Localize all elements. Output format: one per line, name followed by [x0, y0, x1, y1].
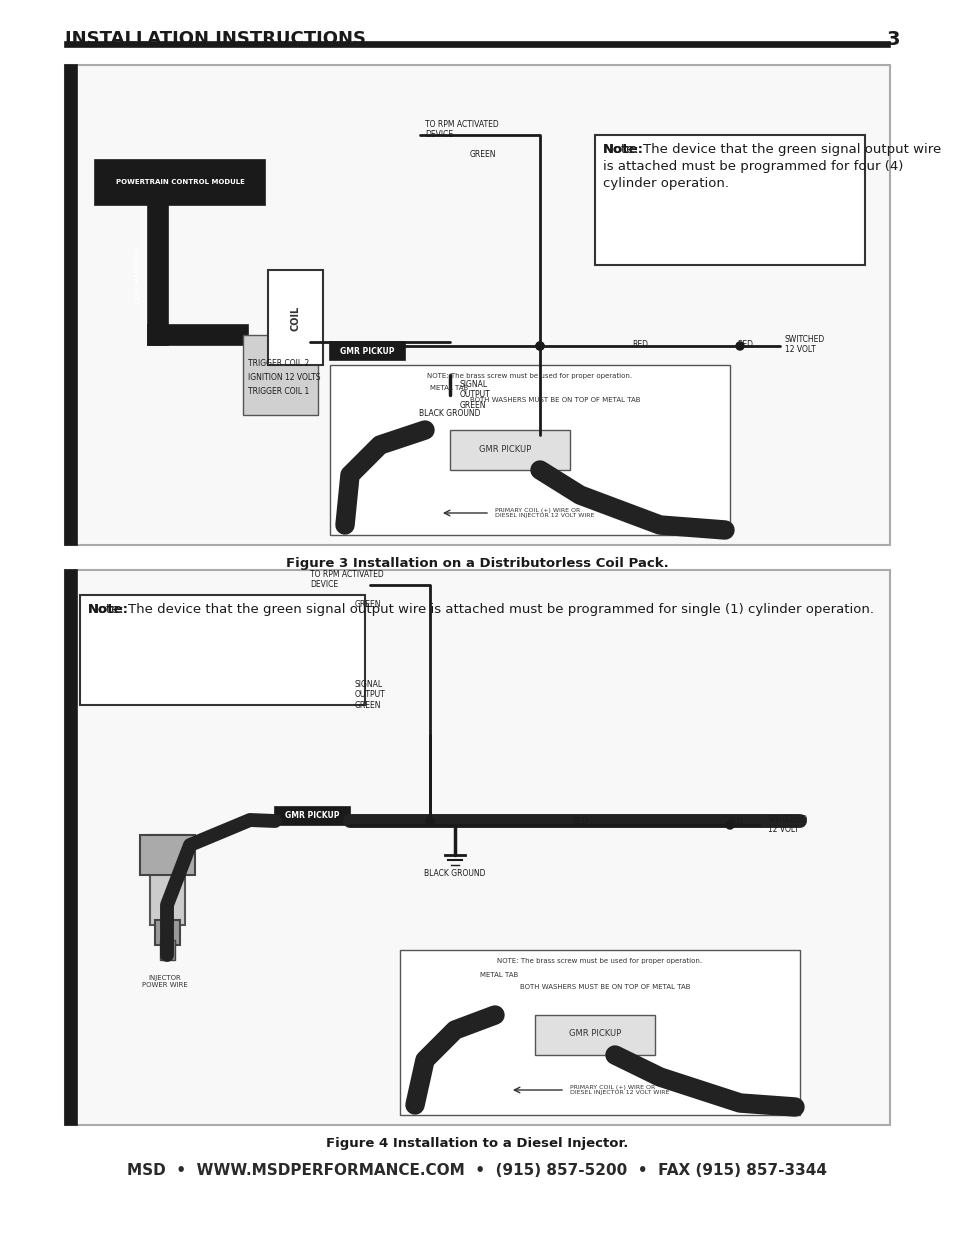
Text: NOTE: The brass screw must be used for proper operation.: NOTE: The brass screw must be used for p… [497, 958, 701, 965]
Text: TRIGGER COIL 2: TRIGGER COIL 2 [248, 359, 309, 368]
Bar [65, 571, 77, 1125]
Text: PRIMARY COIL (+) WIRE OR
DIESEL INJECTOR 12 VOLT WIRE: PRIMARY COIL (+) WIRE OR DIESEL INJECTOR… [569, 1084, 669, 1095]
Text: GMR PICKUP: GMR PICKUP [284, 811, 339, 820]
Bar [150, 835, 185, 925]
Text: BOTH WASHERS MUST BE ON TOP OF METAL TAB: BOTH WASHERS MUST BE ON TOP OF METAL TAB [470, 396, 639, 403]
Text: Note: The device that the green signal output wire is attached must be programme: Note: The device that the green signal o… [88, 603, 873, 616]
Text: INJECTOR
POWER WIRE: INJECTOR POWER WIRE [142, 974, 188, 988]
Bar [148, 325, 248, 345]
Circle shape [536, 342, 543, 350]
Text: TO RPM ACTIVATED
DEVICE: TO RPM ACTIVATED DEVICE [310, 571, 383, 589]
Bar [330, 342, 405, 359]
Text: GMR PICKUP: GMR PICKUP [568, 1029, 620, 1037]
Bar [65, 571, 889, 1125]
Bar [595, 135, 864, 266]
Text: GMR PICKUP: GMR PICKUP [339, 347, 394, 356]
Bar [243, 335, 317, 415]
Circle shape [735, 342, 743, 350]
Text: INSTALLATION INSTRUCTIONS: INSTALLATION INSTRUCTIONS [65, 30, 366, 48]
Text: METAL TAB: METAL TAB [479, 972, 517, 978]
Text: COIL: COIL [291, 305, 301, 331]
Bar [65, 65, 77, 545]
Circle shape [725, 821, 733, 829]
Text: Note: The device that the green signal output wire is attached must be programme: Note: The device that the green signal o… [602, 143, 941, 190]
Text: MSD  •  WWW.MSDPERFORMANCE.COM  •  (915) 857-5200  •  FAX (915) 857-3344: MSD • WWW.MSDPERFORMANCE.COM • (915) 857… [127, 1163, 826, 1178]
Text: RED: RED [572, 818, 587, 826]
Bar [140, 835, 194, 876]
Bar [160, 940, 174, 960]
Text: BLACK GROUND: BLACK GROUND [418, 409, 480, 417]
Text: GREEN: GREEN [470, 149, 496, 159]
Text: NOTE: The brass screw must be used for proper operation.: NOTE: The brass screw must be used for p… [427, 373, 632, 379]
Text: SWITCHED
12 VOLT: SWITCHED 12 VOLT [784, 335, 824, 354]
Text: IGNITION 12 VOLTS: IGNITION 12 VOLTS [248, 373, 320, 382]
Text: Note:: Note: [88, 603, 129, 616]
Text: TO RPM ACTIVATED
DEVICE: TO RPM ACTIVATED DEVICE [424, 120, 498, 140]
Text: GMR PICKUP: GMR PICKUP [478, 446, 531, 454]
Circle shape [426, 818, 434, 825]
Text: RED: RED [737, 340, 752, 350]
Text: RED: RED [726, 818, 742, 826]
Text: TRIGGER COIL 1: TRIGGER COIL 1 [248, 387, 309, 396]
Bar [95, 161, 265, 205]
Bar [65, 65, 889, 545]
Circle shape [536, 342, 543, 350]
Bar [154, 920, 180, 945]
Text: 3: 3 [885, 30, 899, 49]
Text: COIL HARNESS: COIL HARNESS [135, 246, 141, 304]
Text: Note:: Note: [602, 143, 643, 156]
Text: POWERTRAIN CONTROL MODULE: POWERTRAIN CONTROL MODULE [115, 179, 244, 185]
Text: SIGNAL
OUTPUT
GREEN: SIGNAL OUTPUT GREEN [355, 680, 385, 710]
Bar [268, 270, 323, 366]
Text: Figure 3 Installation on a Distributorless Coil Pack.: Figure 3 Installation on a Distributorle… [285, 557, 668, 571]
Text: Figure 4 Installation to a Diesel Injector.: Figure 4 Installation to a Diesel Inject… [326, 1137, 627, 1150]
Text: BLACK GROUND: BLACK GROUND [424, 869, 485, 878]
Text: GREEN: GREEN [355, 600, 381, 609]
Bar [450, 430, 569, 471]
Bar [274, 806, 350, 825]
Bar [80, 595, 365, 705]
Text: SIGNAL
OUTPUT
GREEN: SIGNAL OUTPUT GREEN [459, 380, 490, 410]
Text: SWITCHED
12 VOLT: SWITCHED 12 VOLT [767, 815, 807, 835]
Bar [399, 950, 800, 1115]
Bar [330, 366, 729, 535]
Text: METAL TAB: METAL TAB [430, 385, 468, 391]
Bar [148, 205, 168, 345]
Bar [65, 42, 889, 47]
Bar [535, 1015, 655, 1055]
Text: RED: RED [631, 340, 647, 350]
Text: PRIMARY COIL (+) WIRE OR
DIESEL INJECTOR 12 VOLT WIRE: PRIMARY COIL (+) WIRE OR DIESEL INJECTOR… [495, 508, 594, 519]
Text: BOTH WASHERS MUST BE ON TOP OF METAL TAB: BOTH WASHERS MUST BE ON TOP OF METAL TAB [519, 984, 690, 990]
